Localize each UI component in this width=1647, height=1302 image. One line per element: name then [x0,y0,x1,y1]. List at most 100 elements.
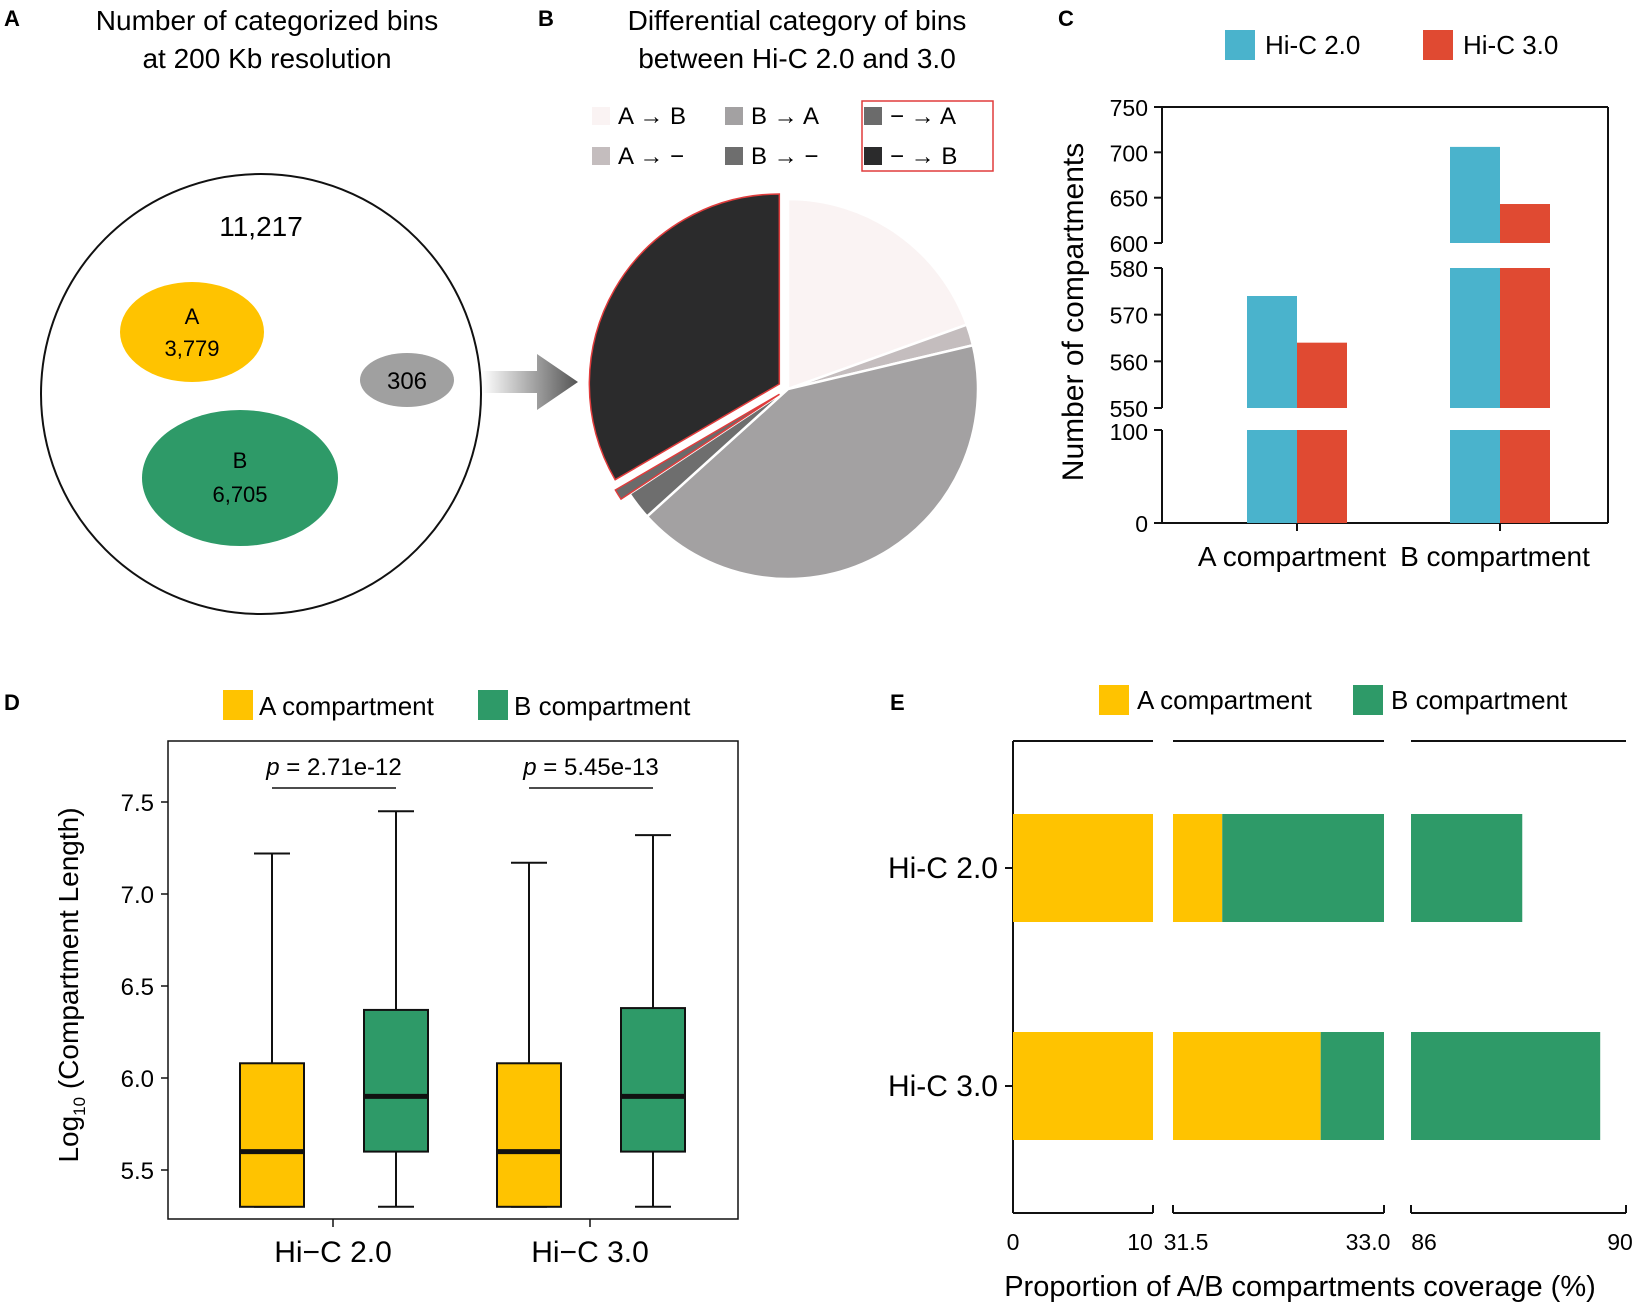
c-bar [1247,430,1297,523]
d-box [363,1008,429,1153]
c-bar [1450,146,1500,243]
e-bar-b [1320,1032,1384,1140]
d-axes: 5.5 6.0 6.5 7.0 7.5 Hi−C 2.0 Hi−C 3.0 [121,790,649,1269]
panel-d-letter: D [4,690,20,715]
pie-legend: A → B B → A − → A A → − B → − − → B [592,103,957,170]
c-bar [1500,204,1550,243]
panel-b-title-line1: Differential category of bins [628,5,967,36]
panel-c-letter: C [1058,6,1074,31]
d-ylabel-rest: (Compartment Length) [53,807,84,1096]
e-bar-b [1222,814,1384,922]
c-bars [1247,146,1550,523]
c-legend: Hi-C 2.0 Hi-C 3.0 [1225,30,1558,60]
d-box [239,1062,305,1208]
pie-slice [614,393,780,501]
arrow-icon [482,354,578,410]
pie-legend-label: B → A [751,103,819,130]
panel-a-title-line1: Number of categorized bins [96,5,438,36]
e-legend-swatch [1099,685,1129,715]
c-y-tick-label: 100 [1110,419,1148,445]
e-bar-a [1013,1032,1153,1140]
e-bar-a [1173,814,1223,922]
pie-legend-swatch [864,107,882,125]
d-ylabel-sub: 10 [70,1097,89,1116]
d-legend-swatch [223,690,253,720]
c-y-tick-label: 600 [1110,231,1148,257]
d-y-tick-label: 5.5 [121,1158,154,1185]
panel-a-letter: A [4,6,20,31]
e-x-tick-label: 33.0 [1346,1229,1391,1255]
e-x-axis-label: Proportion of A/B compartments coverage … [1004,1271,1596,1302]
panel-b: B Differential category of bins between … [538,5,994,581]
d-y-tick-label: 7.5 [121,790,154,817]
c-bar [1247,296,1297,408]
panel-b-title-line2: between Hi-C 2.0 and 3.0 [638,43,956,74]
e-bar-b [1411,814,1523,922]
c-y-tick-label: 0 [1135,511,1148,537]
other-bins-count: 306 [387,368,427,395]
c-x-labels: A compartment B compartment [1198,541,1590,572]
c-legend-swatch [1423,30,1453,60]
c-y-tick-label: 750 [1110,95,1148,121]
c-x-tick-label: A compartment [1198,541,1387,572]
pie-legend-label: − → B [890,143,957,170]
e-x-tick-label: 86 [1411,1229,1437,1255]
a-bins-ellipse [120,282,264,382]
panel-a-title-line2: at 200 Kb resolution [142,43,391,74]
c-x-tick-label: B compartment [1400,541,1590,572]
d-legend-swatch [478,690,508,720]
d-p-value: p = 2.71e-12 [265,754,401,781]
d-x-tick-label: Hi−C 3.0 [531,1236,649,1269]
e-x-tick-label: 31.5 [1164,1229,1209,1255]
c-y-tick-label: 550 [1110,396,1148,422]
e-bars [1013,814,1601,1140]
d-legend-label: A compartment [259,691,435,721]
pie-legend-swatch [725,107,743,125]
panel-c: C Hi-C 2.0 Hi-C 3.0 Number of compartment… [1057,6,1609,572]
pie-legend-label: − → A [890,103,956,130]
d-box [496,1062,562,1208]
c-legend-swatch [1225,30,1255,60]
panel-d: D A compartment B compartment Log10 (Comp… [4,690,739,1269]
pie-legend-swatch [592,147,610,165]
d-x-tick-label: Hi−C 2.0 [274,1236,392,1269]
pie-slice [645,343,980,581]
pie-legend-swatch [864,147,882,165]
e-legend-label: B compartment [1391,685,1568,715]
e-x-tick-label: 90 [1607,1229,1633,1255]
d-box [620,1007,686,1153]
pie-legend-label: B → − [751,143,818,170]
e-axes: 0 10 31.5 33.0 86 90 Hi-C 2.0 Hi-C 3.0 [888,740,1633,1255]
pie-legend-swatch [592,107,610,125]
e-legend: A compartment B compartment [1099,685,1568,715]
e-bar-a [1173,1032,1321,1140]
panel-b-letter: B [538,6,554,31]
e-x-tick-label: 0 [1007,1229,1020,1255]
pie-slice [786,197,969,391]
c-y-tick-label: 580 [1110,256,1148,282]
c-bar [1450,268,1500,408]
b-bins-label: B [233,448,248,473]
c-bar [1297,342,1347,408]
c-bar [1500,268,1550,408]
pie-chart [588,193,980,581]
c-y-tick-label: 570 [1110,303,1148,329]
e-y-tick-label: Hi-C 2.0 [888,852,998,885]
d-legend-label: B compartment [514,691,691,721]
d-y-axis-label: Log10 (Compartment Length) [53,807,89,1162]
panel-a: A Number of categorized bins at 200 Kb r… [4,5,578,615]
c-legend-label: Hi-C 3.0 [1463,30,1558,60]
a-bins-label: A [185,304,200,329]
d-boxes: p = 2.71e-12 p = 5.45e-13 [239,754,686,1208]
c-y-tick-label: 700 [1110,140,1148,166]
d-p-text: = 2.71e-12 [280,754,402,781]
panel-e: E A compartment B compartment 0 10 31.5 33.0… [888,685,1633,1302]
d-ylabel-log: Log [53,1116,84,1163]
c-bar [1450,430,1500,523]
d-p-symbol: p [265,754,279,781]
e-bar-a [1013,814,1153,922]
d-p-symbol: p [522,754,536,781]
other-bins-ellipse [360,353,454,407]
